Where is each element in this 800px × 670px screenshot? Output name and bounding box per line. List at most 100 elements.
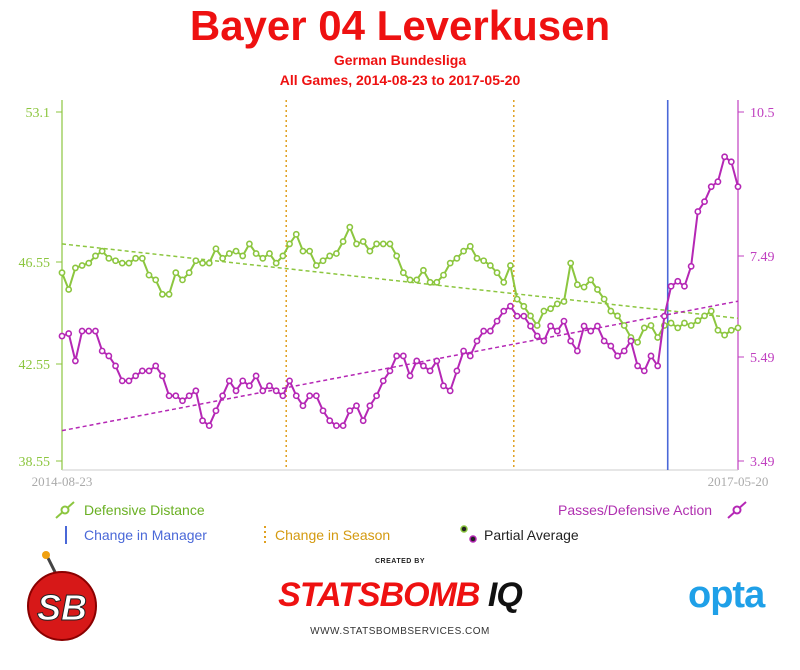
passes-per-defensive-action-point [165, 392, 173, 400]
passes-per-defensive-action-trend-line [61, 300, 739, 432]
defensive-distance-point [78, 262, 86, 269]
legend-change-manager: Change in Manager [84, 527, 207, 543]
defensive-distance-point [681, 319, 688, 327]
passes-per-defensive-action-point [152, 362, 160, 370]
passes-per-defensive-action-point [172, 392, 180, 400]
passes-per-defensive-action-point [125, 377, 133, 385]
passes-per-defensive-action-point [634, 362, 642, 370]
defensive-distance-point [420, 266, 427, 274]
defensive-distance-point [98, 247, 106, 255]
defensive-distance-point [460, 247, 467, 255]
defensive-distance-point [600, 295, 608, 303]
left-tick-label: 53.1 [26, 106, 51, 121]
legend-defensive-distance-icon [55, 501, 75, 519]
passes-per-defensive-action-point [366, 402, 374, 410]
passes-per-defensive-action-point [58, 332, 66, 340]
passes-per-defensive-action-point [486, 327, 494, 335]
defensive-distance-point [573, 281, 581, 289]
passes-per-defensive-action-point [480, 327, 488, 335]
passes-per-defensive-action-point [654, 362, 662, 370]
defensive-distance-point [333, 250, 340, 257]
defensive-distance-point [547, 305, 554, 313]
defensive-distance-point [373, 240, 380, 248]
passes-per-defensive-action-point [466, 352, 474, 360]
passes-per-defensive-action-point [413, 357, 421, 365]
passes-per-defensive-action-point [594, 322, 601, 330]
defensive-distance-point [721, 331, 729, 339]
passes-per-defensive-action-point [205, 422, 213, 430]
defensive-distance-point [386, 240, 394, 248]
defensive-distance-point [306, 247, 314, 255]
passes-per-defensive-action-point [232, 387, 240, 395]
defensive-distance-point [654, 334, 662, 341]
passes-per-defensive-action-point [379, 377, 387, 385]
defensive-distance-point [727, 326, 735, 334]
defensive-distance-point [480, 257, 488, 265]
defensive-distance-point [205, 259, 213, 267]
defensive-distance-point [379, 240, 387, 248]
passes-per-defensive-action-point [239, 377, 247, 385]
defensive-distance-point [734, 324, 742, 332]
defensive-distance-point [172, 269, 180, 277]
defensive-distance-point [433, 278, 441, 286]
passes-per-defensive-action-point [192, 387, 200, 395]
defensive-distance-point [426, 278, 434, 286]
event-lines [285, 100, 669, 470]
passes-per-defensive-action-point [573, 347, 581, 355]
defensive-distance-point [299, 247, 307, 255]
passes-per-defensive-action-point [701, 198, 708, 206]
passes-per-defensive-action-point [98, 347, 106, 355]
left-tick-marks [56, 111, 62, 462]
passes-per-defensive-action-point [319, 407, 327, 415]
passes-per-defensive-action-point [547, 322, 554, 330]
defensive-distance-point [500, 278, 508, 286]
passes-per-defensive-action-point [420, 362, 427, 370]
defensive-distance-point [540, 307, 548, 315]
passes-per-defensive-action-point [493, 317, 501, 325]
x-start-label: 2014-08-23 [32, 474, 93, 489]
defensive-distance-point [179, 276, 186, 284]
passes-per-defensive-action-point [266, 382, 273, 390]
passes-per-defensive-action-point [292, 392, 300, 400]
defensive-distance-point [634, 338, 642, 346]
passes-per-defensive-action-point [333, 422, 340, 430]
passes-per-defensive-action-point [433, 357, 441, 365]
right-tick-marks [738, 111, 744, 462]
defensive-distance-point [105, 254, 113, 262]
defensive-distance-point [199, 259, 206, 267]
passes-per-defensive-action-point [353, 402, 360, 410]
legend-partial-average: Partial Average [484, 527, 579, 543]
passes-per-defensive-action-point [620, 347, 628, 355]
passes-per-defensive-action-point [406, 372, 414, 380]
passes-per-defensive-action-point [346, 407, 354, 415]
defensive-distance-point [473, 254, 481, 262]
defensive-distance-point [640, 324, 648, 332]
statsbomb-sb-logo: SB [27, 551, 97, 641]
passes-per-defensive-action-point [567, 337, 575, 345]
defensive-distance-point [533, 322, 541, 329]
chart-title: Bayer 04 Leverkusen [189, 2, 611, 49]
passes-per-defensive-action-point [681, 282, 688, 290]
left-tick-label: 38.55 [19, 455, 51, 470]
defensive-distance-point [486, 262, 494, 269]
defensive-distance-point [667, 319, 675, 327]
defensive-distance-point [326, 252, 334, 260]
defensive-distance-point [319, 257, 327, 265]
defensive-distance-point [158, 290, 166, 298]
passes-per-defensive-action-point [225, 377, 233, 385]
chart-date-range: All Games, 2014-08-23 to 2017-05-20 [279, 72, 521, 88]
passes-per-defensive-action-point [132, 372, 140, 380]
defensive-distance-point [614, 312, 621, 320]
passes-per-defensive-action-point [373, 392, 380, 400]
legend-change-season: Change in Season [275, 527, 391, 543]
defensive-distance-point [125, 259, 133, 267]
passes-per-defensive-action-point [453, 367, 461, 375]
defensive-distance-point [520, 302, 528, 310]
right-tick-label: 5.49 [750, 351, 775, 366]
defensive-distance-point [553, 300, 561, 308]
passes-per-defensive-action-point [587, 327, 595, 335]
defensive-distance-point [580, 283, 588, 291]
passes-per-defensive-action-point [473, 337, 481, 345]
passes-per-defensive-action-point [580, 322, 588, 330]
